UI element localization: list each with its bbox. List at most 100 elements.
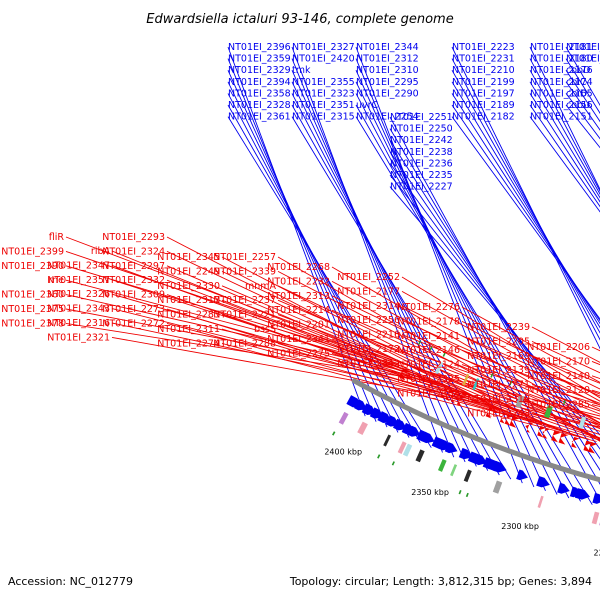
minus-gene-label-connector: [166, 279, 520, 417]
minus-gene-label: NT01EI_2271: [467, 380, 530, 391]
minus-gene-label: NT01EI_2276: [397, 302, 460, 313]
minus-gene-label: NT01EI_2237: [213, 295, 276, 306]
minus-strand-gene: [504, 414, 514, 426]
plus-gene-label: NT01EI_2250: [390, 124, 453, 135]
minus-gene-label-connector: [111, 308, 474, 399]
minus-gene-label: NT01EI_2206: [527, 342, 590, 353]
minus-gene-label-connector: [401, 276, 600, 399]
map-title: Edwardsiella ictaluri 93-146, complete g…: [146, 12, 453, 27]
plus-gene-label: NT01EI_2242: [390, 135, 453, 146]
genome-summary: Topology: circular; Length: 3,812,315 bp…: [289, 575, 592, 588]
plus-strand-gene: [353, 399, 367, 411]
minus-gene-label-connector: [531, 369, 600, 395]
plus-gene-label: tmk: [292, 65, 311, 76]
rna-feature-minus: [563, 400, 566, 405]
plus-strand-gene: [473, 453, 488, 466]
plus-gene-label: NT01EI_2327: [292, 42, 355, 53]
minus-gene-label: NT01EI_2341: [267, 334, 330, 345]
minus-gene-label: NT01EI_2146: [397, 345, 460, 356]
plus-gene-label: NT01EI_2420: [292, 54, 355, 65]
cog-feature-plus: [463, 469, 472, 483]
plus-gene-label: NT01EI_2328: [228, 100, 291, 111]
plus-strand-gene: [458, 447, 473, 460]
plus-strand-gene: [592, 492, 600, 504]
minus-strand-gene: [450, 392, 459, 404]
cog-feature-minus: [472, 378, 480, 391]
plus-gene-label: cobD: [566, 65, 590, 76]
cog-feature-minus: [435, 361, 444, 374]
plus-gene-label: NT01EI_2361: [228, 112, 291, 123]
plus-gene-label: NT01EI_2150: [566, 42, 600, 53]
plus-gene-label: NT01EI_2396: [228, 42, 291, 53]
minus-gene-label-connector: [531, 355, 600, 384]
minus-gene-label-connector: [331, 281, 600, 424]
minus-strand-gene: [509, 416, 520, 428]
minus-gene-label: NT01EI_2268: [267, 262, 330, 273]
plus-gene-label: NT01EI_2359: [228, 54, 291, 65]
minus-gene-label: NT01EI_2256: [337, 315, 400, 326]
plus-gene-label-connector: [355, 70, 546, 491]
minus-gene-label: NT01EI_2243: [467, 408, 530, 419]
plus-gene-label: NT01EI_2254: [356, 112, 419, 123]
plus-gene-label: NT01EI_2235: [390, 170, 453, 181]
plus-gene-label: NT01EI_2180: [530, 54, 593, 65]
minus-gene-label-connector: [401, 305, 600, 406]
plus-gene-label-connector: [355, 81, 558, 495]
plus-gene-label-connector: [291, 93, 489, 471]
plus-gene-label: NT01EI_2295: [356, 77, 419, 88]
minus-gene-label-connector: [277, 342, 600, 441]
plus-gene-label-connector: [291, 116, 512, 480]
minus-gene-label-connector: [65, 308, 429, 379]
minus-gene-label: NT01EI_2285: [527, 400, 590, 411]
plus-strand-gene: [516, 469, 528, 481]
plus-strand-gene: [557, 482, 570, 494]
rna-feature-plus: [391, 461, 395, 466]
rna-feature-minus: [490, 373, 494, 378]
minus-gene-label: fliR: [49, 232, 65, 243]
minus-gene-label: NT01EI_2345: [157, 252, 220, 263]
minus-gene-label: NT01EI_2232: [267, 276, 330, 287]
rna-feature-plus: [458, 489, 462, 495]
minus-gene-label: NT01EI_2139: [467, 365, 530, 376]
minus-strand-gene: [551, 430, 561, 443]
minus-gene-label-connector: [277, 328, 600, 440]
plus-gene-label-connector: [451, 81, 600, 329]
minus-gene-label-connector: [221, 299, 574, 435]
minus-gene-label: NT01EI_2216: [337, 330, 400, 341]
minus-strand-gene: [525, 422, 534, 433]
minus-gene-label-connector: [65, 279, 415, 372]
minus-gene-label-connector: [221, 328, 589, 440]
cog-feature-plus: [357, 421, 368, 435]
minus-gene-label: rne: [48, 275, 64, 286]
plus-gene-label: NT01EI_2315: [292, 112, 355, 123]
plus-strand-gene: [492, 461, 507, 473]
minus-gene-label-connector: [277, 314, 600, 439]
minus-gene-label: NT01EI_2249: [157, 266, 220, 277]
plus-gene-label-connector: [451, 93, 600, 325]
minus-gene-label: NT01EI_2309: [102, 290, 165, 301]
cog-feature-minus: [578, 416, 587, 430]
minus-gene-label: NT01EI_2257: [213, 252, 276, 263]
minus-gene-label-connector: [461, 306, 600, 383]
minus-gene-label-connector: [531, 384, 600, 406]
plus-gene-label: NT01EI_2223: [452, 42, 515, 53]
minus-gene-label: NT01EI_2375: [1, 304, 64, 315]
minus-gene-label: NT01EI_2178: [397, 316, 460, 327]
rna-feature-minus: [417, 340, 422, 345]
minus-gene-label: NT01EI_2303: [397, 388, 460, 399]
plus-gene-label-connector: [529, 69, 600, 195]
plus-gene-label-connector: [389, 116, 600, 502]
rna-feature-plus: [332, 431, 336, 436]
minus-strand-gene: [398, 368, 410, 381]
minus-gene-label: NT01EI_2321: [47, 332, 110, 343]
plus-gene-label-connector: [227, 58, 377, 422]
cog-feature-plus: [402, 443, 413, 457]
cog-feature-plus: [383, 434, 392, 447]
cog-feature-plus: [437, 459, 447, 472]
minus-strand-gene: [588, 441, 598, 454]
minus-gene-label-connector: [461, 364, 600, 412]
minus-gene-label: NT01EI_2332: [102, 275, 165, 286]
minus-gene-label: NT01EI_2343: [47, 304, 110, 315]
minus-strand-gene: [369, 352, 378, 364]
